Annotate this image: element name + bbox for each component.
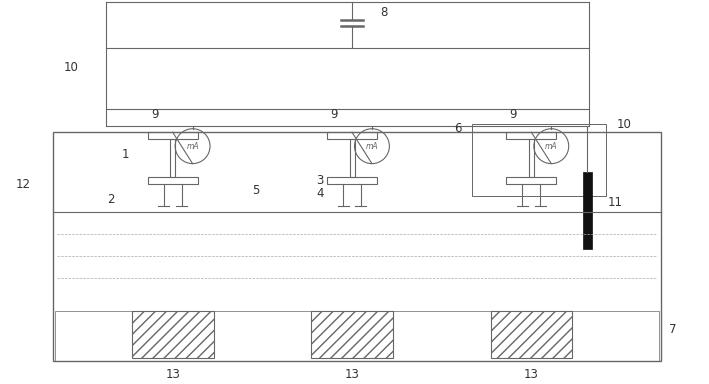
- Text: 9: 9: [330, 108, 337, 121]
- Text: mA: mA: [545, 142, 557, 151]
- Bar: [350, 139, 354, 177]
- Bar: [327, 177, 377, 184]
- Bar: [506, 177, 557, 184]
- Text: 9: 9: [151, 108, 159, 121]
- Text: 9: 9: [510, 108, 517, 121]
- Bar: [506, 132, 557, 139]
- Text: 13: 13: [524, 368, 539, 381]
- Bar: [529, 139, 534, 177]
- Bar: [147, 132, 198, 139]
- Text: mA: mA: [186, 142, 199, 151]
- Text: 3: 3: [316, 174, 324, 187]
- Bar: [53, 132, 661, 361]
- Bar: [583, 172, 591, 249]
- Text: 13: 13: [345, 368, 359, 381]
- Text: 5: 5: [252, 184, 259, 197]
- Text: 7: 7: [669, 323, 676, 336]
- Text: 1: 1: [122, 147, 130, 161]
- Text: mA: mA: [366, 142, 378, 151]
- Bar: [471, 124, 606, 196]
- Bar: [311, 311, 393, 358]
- Text: 4: 4: [316, 187, 324, 200]
- Text: 10: 10: [617, 118, 632, 131]
- Bar: [327, 132, 377, 139]
- Text: 8: 8: [380, 6, 388, 19]
- Bar: [147, 177, 198, 184]
- Text: 12: 12: [16, 177, 30, 190]
- Bar: [491, 311, 572, 358]
- Bar: [132, 311, 213, 358]
- Text: 2: 2: [107, 194, 115, 207]
- Text: 6: 6: [454, 122, 462, 135]
- Bar: [170, 139, 175, 177]
- Bar: [106, 48, 589, 109]
- Bar: [55, 311, 659, 361]
- Text: 10: 10: [64, 61, 79, 74]
- Text: 11: 11: [608, 196, 623, 209]
- Text: 13: 13: [165, 368, 180, 381]
